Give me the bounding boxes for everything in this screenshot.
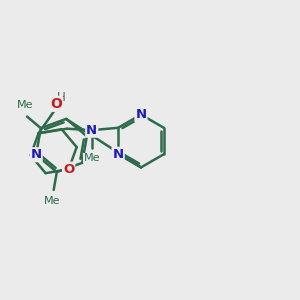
Text: Me: Me [17,100,34,110]
Text: N: N [112,148,124,161]
Text: Me: Me [83,153,100,163]
Text: O: O [63,163,74,176]
Text: H: H [57,91,65,104]
Text: N: N [31,148,42,161]
Text: O: O [50,97,62,111]
Text: N: N [135,108,147,121]
Text: N: N [86,124,97,137]
Text: Me: Me [44,196,60,206]
